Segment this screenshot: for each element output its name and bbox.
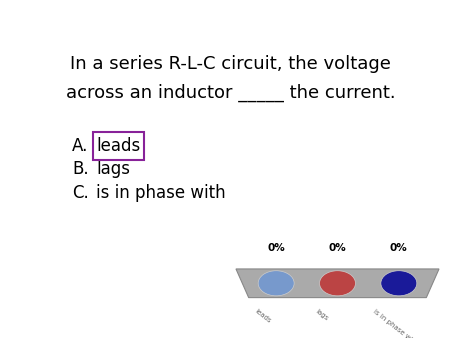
- Text: is in phase with: is in phase with: [372, 308, 419, 338]
- Text: is in phase with: is in phase with: [96, 184, 226, 202]
- Ellipse shape: [320, 271, 356, 296]
- Text: In a series R-L-C circuit, the voltage: In a series R-L-C circuit, the voltage: [70, 55, 391, 73]
- Text: B.: B.: [72, 161, 89, 178]
- Text: 0%: 0%: [390, 243, 408, 254]
- Text: across an inductor _____ the current.: across an inductor _____ the current.: [66, 83, 396, 102]
- Ellipse shape: [258, 271, 294, 296]
- Text: 0%: 0%: [267, 243, 285, 254]
- Text: C.: C.: [72, 184, 89, 202]
- Text: leads: leads: [253, 308, 272, 324]
- Text: lags: lags: [315, 308, 330, 322]
- Text: leads: leads: [96, 137, 140, 155]
- Text: 0%: 0%: [328, 243, 346, 254]
- Ellipse shape: [381, 271, 417, 296]
- Text: lags: lags: [96, 161, 130, 178]
- Text: A.: A.: [72, 137, 88, 155]
- Polygon shape: [236, 269, 439, 297]
